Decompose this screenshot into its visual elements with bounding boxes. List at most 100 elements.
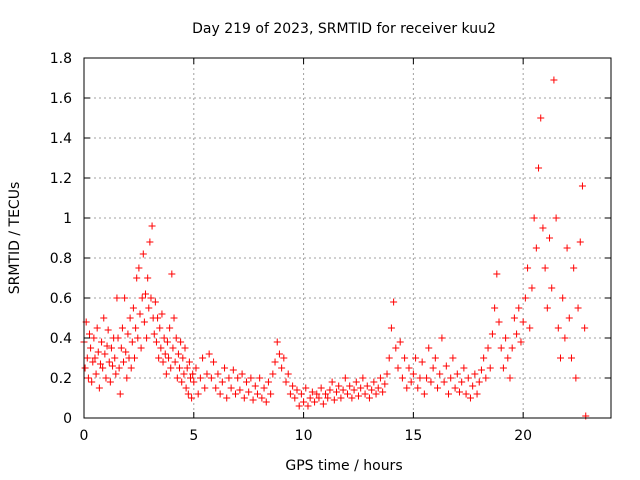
data-point <box>178 378 186 386</box>
data-point <box>445 390 453 398</box>
data-point <box>89 358 97 366</box>
data-point <box>543 304 551 312</box>
data-point <box>167 364 175 372</box>
data-point <box>324 394 332 402</box>
data-point <box>133 274 141 282</box>
data-point <box>423 374 431 382</box>
data-point <box>502 334 510 342</box>
data-point <box>412 354 420 362</box>
data-point <box>158 310 166 318</box>
data-point <box>128 338 136 346</box>
data-point <box>394 364 402 372</box>
data-point <box>548 284 556 292</box>
data-point <box>429 364 437 372</box>
data-point <box>94 348 102 356</box>
data-point <box>368 386 376 394</box>
x-tick-label: 15 <box>404 428 422 444</box>
data-point <box>528 284 536 292</box>
data-point <box>190 378 198 386</box>
data-point <box>381 380 389 388</box>
data-point <box>313 390 321 398</box>
y-tick-label: 0.2 <box>50 371 72 387</box>
data-point <box>115 364 123 372</box>
data-point <box>526 324 534 332</box>
data-point <box>416 374 424 382</box>
data-point <box>363 382 371 390</box>
data-point <box>563 244 571 252</box>
data-point <box>227 384 235 392</box>
data-point <box>126 314 134 322</box>
data-point <box>165 354 173 362</box>
data-point <box>258 394 266 402</box>
data-point <box>451 384 459 392</box>
data-point <box>471 370 479 378</box>
data-point <box>93 324 101 332</box>
data-point <box>134 334 142 342</box>
data-point <box>326 386 334 394</box>
data-point <box>319 400 327 408</box>
data-point <box>251 382 259 390</box>
data-point <box>339 386 347 394</box>
data-point <box>199 354 207 362</box>
data-point <box>308 388 316 396</box>
data-point <box>112 370 120 378</box>
data-point <box>291 394 299 402</box>
data-point <box>469 382 477 390</box>
data-point <box>180 370 188 378</box>
data-point <box>374 384 382 392</box>
data-point <box>260 384 268 392</box>
data-point <box>229 366 237 374</box>
data-point <box>136 310 144 318</box>
data-point <box>328 378 336 386</box>
data-point <box>117 344 125 352</box>
data-point <box>127 364 135 372</box>
data-point <box>403 384 411 392</box>
data-point <box>317 384 325 392</box>
data-point <box>106 378 114 386</box>
chart-title: Day 219 of 2023, SRMTID for receiver kuu… <box>192 21 496 37</box>
data-point <box>148 222 156 230</box>
data-point <box>493 270 501 278</box>
data-point <box>201 384 209 392</box>
data-point <box>256 374 264 382</box>
grid <box>84 58 611 418</box>
data-point <box>359 374 367 382</box>
data-point <box>565 314 573 322</box>
data-point <box>245 388 253 396</box>
data-point <box>223 394 231 402</box>
data-point <box>387 324 395 332</box>
data-point <box>154 314 162 322</box>
data-point <box>135 264 143 272</box>
data-point <box>173 374 181 382</box>
data-point <box>499 364 507 372</box>
data-point <box>132 324 140 332</box>
data-point <box>361 390 369 398</box>
data-point <box>98 338 106 346</box>
data-point <box>311 398 319 406</box>
data-point <box>354 392 362 400</box>
data-point <box>497 344 505 352</box>
data-point <box>118 324 126 332</box>
data-point <box>515 304 523 312</box>
data-point <box>168 270 176 278</box>
data-point <box>109 362 117 370</box>
data-point <box>462 390 470 398</box>
data-point <box>90 334 98 342</box>
data-point <box>146 238 154 246</box>
data-point <box>438 334 446 342</box>
data-point <box>216 390 224 398</box>
data-point <box>121 294 129 302</box>
data-point <box>396 338 404 346</box>
data-point <box>330 396 338 404</box>
data-point <box>464 374 472 382</box>
data-point <box>508 344 516 352</box>
data-point <box>152 338 160 346</box>
data-point <box>390 298 398 306</box>
data-point <box>160 334 168 342</box>
data-point <box>482 374 490 382</box>
data-point <box>155 354 163 362</box>
data-point <box>99 364 107 372</box>
data-point <box>442 362 450 370</box>
